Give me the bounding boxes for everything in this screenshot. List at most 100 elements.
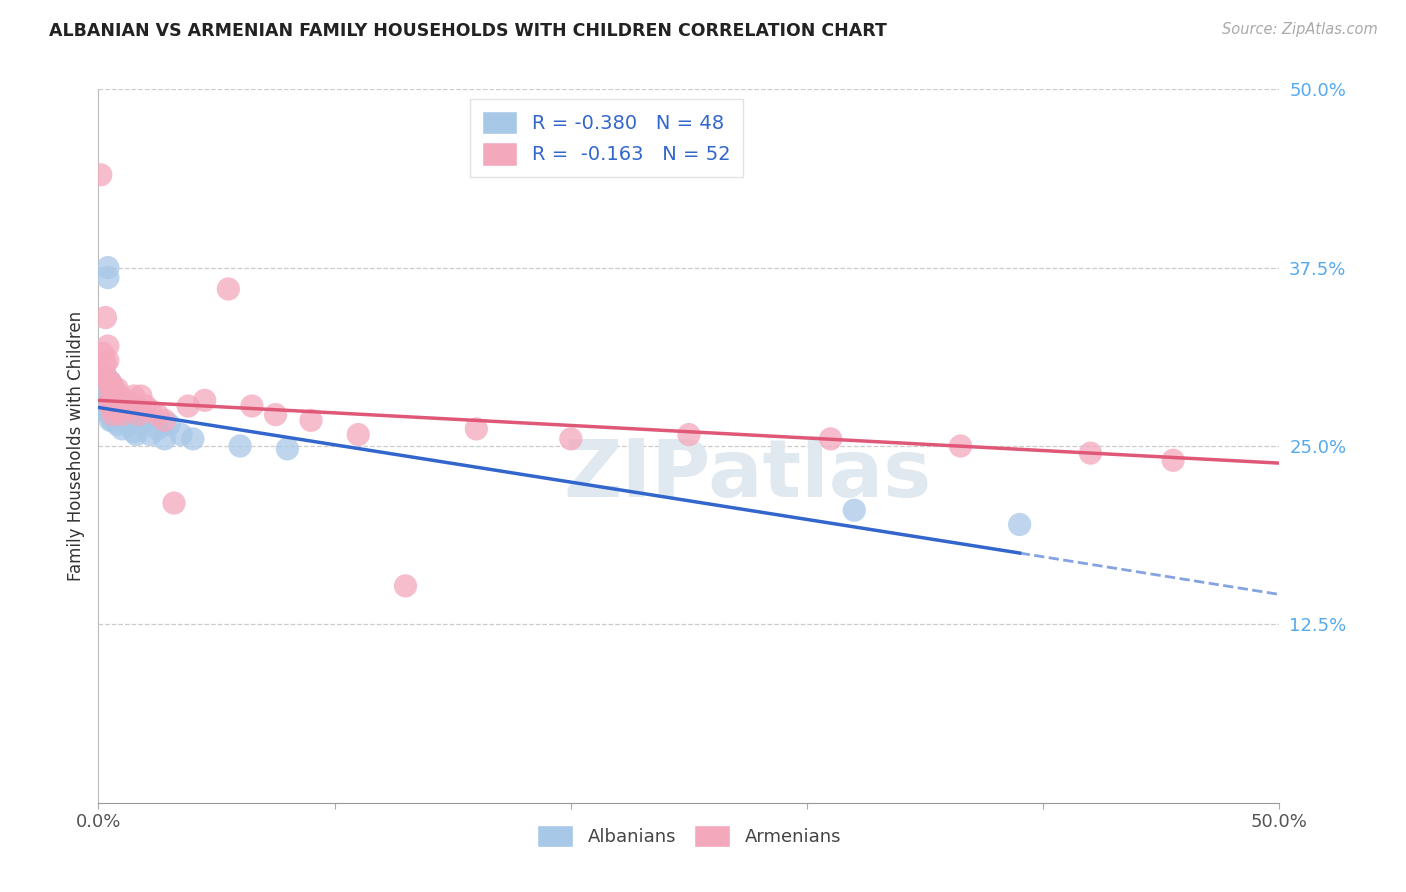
Point xyxy=(94,310,117,325)
Point xyxy=(97,389,120,403)
Point xyxy=(299,413,322,427)
Point xyxy=(139,403,162,417)
Point xyxy=(101,408,124,422)
Point xyxy=(91,403,114,417)
Point xyxy=(135,413,157,427)
Point xyxy=(94,375,117,389)
Point xyxy=(98,375,121,389)
Point xyxy=(264,408,287,422)
Point xyxy=(98,413,121,427)
Point xyxy=(97,353,120,368)
Point xyxy=(108,389,131,403)
Point xyxy=(229,439,252,453)
Point xyxy=(90,168,112,182)
Point xyxy=(104,389,127,403)
Point xyxy=(347,427,370,442)
Point xyxy=(104,408,127,422)
Point xyxy=(97,375,120,389)
Point xyxy=(129,408,152,422)
Point xyxy=(157,417,180,432)
Point xyxy=(101,413,124,427)
Point xyxy=(153,413,176,427)
Point xyxy=(1008,517,1031,532)
Point xyxy=(112,413,135,427)
Point xyxy=(1161,453,1184,467)
Point xyxy=(98,399,121,413)
Point xyxy=(217,282,239,296)
Point xyxy=(90,396,112,410)
Point xyxy=(97,339,120,353)
Point xyxy=(678,427,700,442)
Point xyxy=(181,432,204,446)
Point xyxy=(94,368,117,382)
Point xyxy=(129,389,152,403)
Point xyxy=(153,432,176,446)
Point xyxy=(98,384,121,399)
Point xyxy=(146,422,169,436)
Point xyxy=(560,432,582,446)
Point xyxy=(108,403,131,417)
Point xyxy=(465,422,488,436)
Point xyxy=(104,399,127,413)
Point xyxy=(101,403,124,417)
Point xyxy=(98,408,121,422)
Point xyxy=(97,260,120,275)
Point xyxy=(94,356,117,370)
Point xyxy=(139,427,162,442)
Point xyxy=(111,408,134,422)
Point xyxy=(104,384,127,399)
Point xyxy=(820,432,842,446)
Point xyxy=(94,399,117,413)
Text: Source: ZipAtlas.com: Source: ZipAtlas.com xyxy=(1222,22,1378,37)
Point xyxy=(105,382,128,396)
Point xyxy=(170,427,193,442)
Point xyxy=(91,389,114,403)
Point xyxy=(125,399,148,413)
Point xyxy=(949,439,972,453)
Point xyxy=(122,389,145,403)
Point xyxy=(122,425,145,439)
Point xyxy=(125,427,148,442)
Point xyxy=(128,408,150,422)
Point xyxy=(104,403,127,417)
Text: ALBANIAN VS ARMENIAN FAMILY HOUSEHOLDS WITH CHILDREN CORRELATION CHART: ALBANIAN VS ARMENIAN FAMILY HOUSEHOLDS W… xyxy=(49,22,887,40)
Point xyxy=(163,496,186,510)
Text: ZIPatlas: ZIPatlas xyxy=(564,435,932,514)
Point xyxy=(118,399,141,413)
Point xyxy=(115,408,138,422)
Point xyxy=(98,396,121,410)
Point xyxy=(844,503,866,517)
Point xyxy=(101,389,124,403)
Point xyxy=(101,379,124,393)
Point xyxy=(97,399,120,413)
Point xyxy=(118,417,141,432)
Point xyxy=(98,384,121,399)
Point xyxy=(111,396,134,410)
Point xyxy=(112,399,135,413)
Point xyxy=(98,399,121,413)
Point xyxy=(115,393,138,408)
Point xyxy=(1080,446,1102,460)
Point xyxy=(104,393,127,408)
Point xyxy=(98,375,121,389)
Point xyxy=(105,396,128,410)
Y-axis label: Family Households with Children: Family Households with Children xyxy=(66,311,84,581)
Point xyxy=(194,393,217,408)
Point xyxy=(108,413,131,427)
Point xyxy=(101,382,124,396)
Point xyxy=(108,403,131,417)
Point xyxy=(101,392,124,406)
Point xyxy=(94,370,117,384)
Point xyxy=(146,408,169,422)
Point xyxy=(177,399,200,413)
Point xyxy=(91,368,114,382)
Point xyxy=(276,442,298,456)
Point xyxy=(105,417,128,432)
Point xyxy=(394,579,416,593)
Point xyxy=(112,399,135,413)
Point xyxy=(240,399,263,413)
Point xyxy=(97,270,120,285)
Legend: Albanians, Armenians: Albanians, Armenians xyxy=(530,818,848,855)
Point xyxy=(135,399,157,413)
Point xyxy=(105,408,128,422)
